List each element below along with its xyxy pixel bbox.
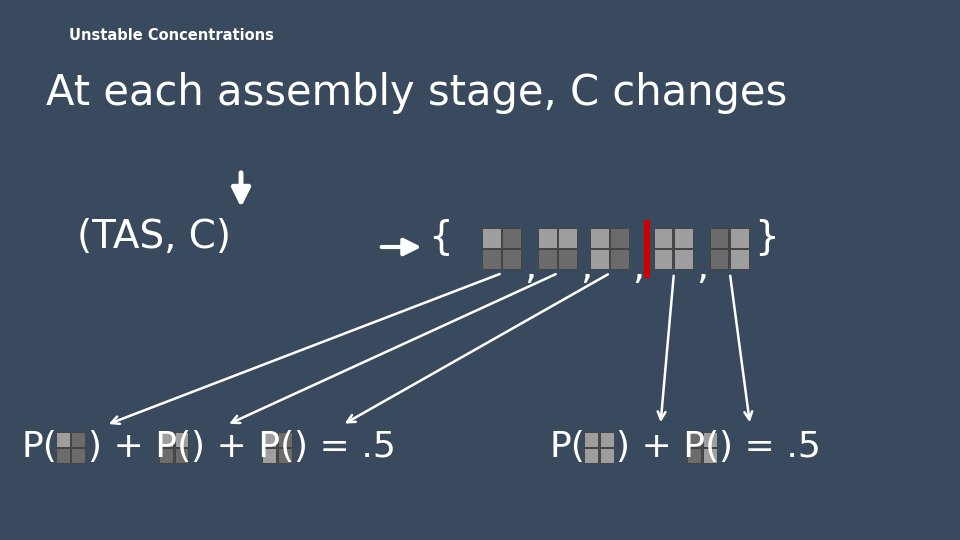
Bar xyxy=(262,448,276,462)
Text: ,: , xyxy=(696,248,708,286)
Bar xyxy=(654,228,672,247)
Text: (TAS, C): (TAS, C) xyxy=(77,218,231,256)
Text: {: { xyxy=(428,218,453,256)
Bar xyxy=(687,448,702,462)
Bar xyxy=(558,249,577,268)
Bar xyxy=(175,432,188,447)
Bar xyxy=(709,249,729,268)
Bar xyxy=(482,249,501,268)
Bar xyxy=(600,432,613,447)
Text: ,: , xyxy=(633,248,645,286)
Bar xyxy=(558,228,577,247)
Bar xyxy=(277,448,292,462)
Bar xyxy=(585,448,598,462)
Text: ) = .5: ) = .5 xyxy=(719,430,821,464)
Bar xyxy=(585,432,598,447)
Bar xyxy=(590,228,609,247)
Bar xyxy=(703,432,717,447)
Text: ) + P(: ) + P( xyxy=(191,430,294,464)
Text: ,: , xyxy=(524,248,537,286)
Bar xyxy=(674,249,693,268)
Text: ,: , xyxy=(581,248,592,286)
Bar xyxy=(56,432,70,447)
Text: P(: P( xyxy=(21,430,57,464)
Bar xyxy=(159,432,173,447)
Text: P(: P( xyxy=(549,430,586,464)
Bar xyxy=(277,432,292,447)
Bar xyxy=(730,228,749,247)
Bar xyxy=(71,448,85,462)
Bar xyxy=(538,228,557,247)
Bar xyxy=(703,448,717,462)
Bar xyxy=(611,228,629,247)
Bar xyxy=(71,432,85,447)
Text: ) + P(: ) + P( xyxy=(87,430,191,464)
Bar xyxy=(709,228,729,247)
Text: ) = .5: ) = .5 xyxy=(294,430,396,464)
Bar xyxy=(674,228,693,247)
Bar xyxy=(502,249,521,268)
Text: ) + P(: ) + P( xyxy=(616,430,719,464)
Bar xyxy=(687,432,702,447)
Bar xyxy=(611,249,629,268)
Bar xyxy=(600,448,613,462)
Bar xyxy=(644,220,650,278)
Bar xyxy=(502,228,521,247)
Bar xyxy=(175,448,188,462)
Bar xyxy=(730,249,749,268)
Bar xyxy=(482,228,501,247)
Bar xyxy=(654,249,672,268)
Bar xyxy=(590,249,609,268)
Bar xyxy=(159,448,173,462)
Text: }: } xyxy=(754,218,779,256)
Text: Unstable Concentrations: Unstable Concentrations xyxy=(69,28,275,43)
Text: At each assembly stage, C changes: At each assembly stage, C changes xyxy=(46,72,787,114)
Bar xyxy=(262,432,276,447)
Bar xyxy=(538,249,557,268)
Bar xyxy=(56,448,70,462)
